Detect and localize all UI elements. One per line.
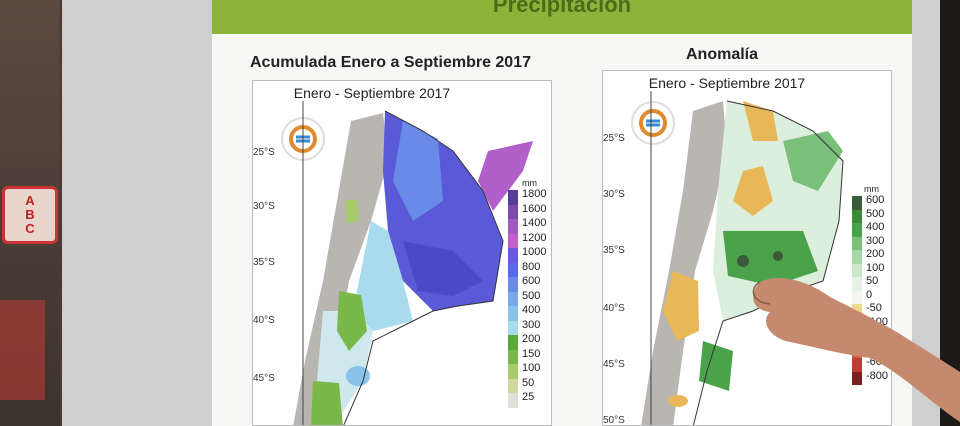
- red-poster: [0, 300, 45, 400]
- slide-title-bar: Precipitación: [212, 0, 912, 34]
- legend-label: 400: [522, 304, 541, 316]
- left-legend-units: mm: [522, 178, 537, 188]
- legend-swatch: [852, 290, 862, 304]
- sign-letter: C: [25, 221, 35, 236]
- legend-label: 1800: [522, 188, 547, 200]
- legend-label: 1600: [522, 202, 547, 215]
- legend-swatch: [508, 233, 518, 248]
- right-legend-units: mm: [864, 184, 879, 194]
- legend-label: -800: [866, 369, 889, 382]
- presenter-hand: [752, 277, 960, 422]
- legend-swatch: [508, 277, 518, 292]
- legend-label: 400: [866, 221, 885, 233]
- legend-swatch: [508, 320, 518, 335]
- legend-swatch: [508, 364, 518, 379]
- sign-letter: B: [25, 207, 35, 222]
- left-map-header: Enero - Septiembre 2017: [293, 85, 451, 101]
- lat-label: 35°S: [603, 245, 625, 256]
- lat-label: 45°S: [603, 359, 625, 370]
- legend-swatch: [508, 219, 518, 234]
- legend-label: 1200: [522, 231, 547, 244]
- legend-swatch: [852, 250, 862, 264]
- legend-label: 100: [866, 261, 885, 274]
- screen-frame: [940, 0, 960, 426]
- lat-label: 40°S: [603, 303, 625, 314]
- legend-label: 150: [522, 347, 541, 360]
- precip-map: Enero - Septiembre 2017: [252, 80, 552, 426]
- legend-swatch: [852, 371, 862, 385]
- legend-label: 200: [866, 248, 885, 260]
- legend-swatch: [508, 306, 518, 321]
- lat-label: 45°S: [253, 373, 275, 384]
- legend-label: 0: [866, 288, 873, 301]
- legend-swatch: [508, 204, 518, 219]
- legend-label: 1400: [522, 217, 547, 229]
- legend-label: 50: [866, 275, 879, 287]
- slide-title: Precipitación: [492, 0, 632, 17]
- legend-swatch: [508, 393, 518, 408]
- legend-label: 300: [866, 234, 885, 247]
- sign-letter: A: [25, 193, 35, 208]
- legend-swatch: [508, 378, 518, 393]
- legend-swatch: [508, 335, 518, 350]
- lat-label: 50°S: [603, 415, 625, 426]
- legend-swatch: [508, 349, 518, 364]
- anomaly-map-shapes: [641, 91, 844, 425]
- legend-label: -50: [866, 302, 882, 314]
- legend-swatch: [852, 209, 862, 223]
- lat-label: 25°S: [253, 147, 275, 158]
- legend-label: 500: [522, 289, 541, 302]
- legend-swatch: [852, 223, 862, 237]
- abc-sign: A B C: [2, 186, 58, 244]
- legend-label: 100: [522, 362, 541, 374]
- legend-label: 25: [522, 391, 535, 403]
- lat-label: 35°S: [253, 257, 275, 268]
- legend-label: 500: [866, 207, 885, 220]
- lat-label: 25°S: [603, 133, 625, 144]
- legend-swatch: [852, 358, 862, 372]
- legend-label: 800: [522, 260, 541, 273]
- legend-label: 1000: [522, 246, 547, 258]
- lat-label: 30°S: [253, 201, 275, 212]
- legend-swatch: [852, 236, 862, 250]
- legend-swatch: [508, 248, 518, 263]
- right-panel-title: Anomalía: [686, 46, 759, 63]
- legend-swatch: [508, 262, 518, 277]
- legend-label: 600: [866, 194, 885, 206]
- left-panel-title: Acumulada Enero a Septiembre 2017: [250, 54, 531, 71]
- legend-label: 600: [522, 275, 541, 287]
- legend-swatch: [508, 190, 518, 205]
- legend-swatch: [852, 263, 862, 277]
- legend-label: 200: [522, 333, 541, 345]
- anomaly-map: Enero - Septiembre 2017 25°S 30°S: [602, 70, 892, 426]
- legend-swatch: [508, 291, 518, 306]
- precip-map-shapes: [293, 101, 533, 425]
- right-map-header: Enero - Septiembre 2017: [648, 75, 806, 91]
- legend-swatch: [852, 196, 862, 210]
- lat-label: 30°S: [603, 189, 625, 200]
- legend-label: 50: [522, 376, 535, 389]
- legend-label: 300: [522, 318, 541, 331]
- smn-logo-icon: [631, 101, 675, 145]
- lat-label: 40°S: [253, 315, 275, 326]
- legend-swatch: [852, 277, 862, 291]
